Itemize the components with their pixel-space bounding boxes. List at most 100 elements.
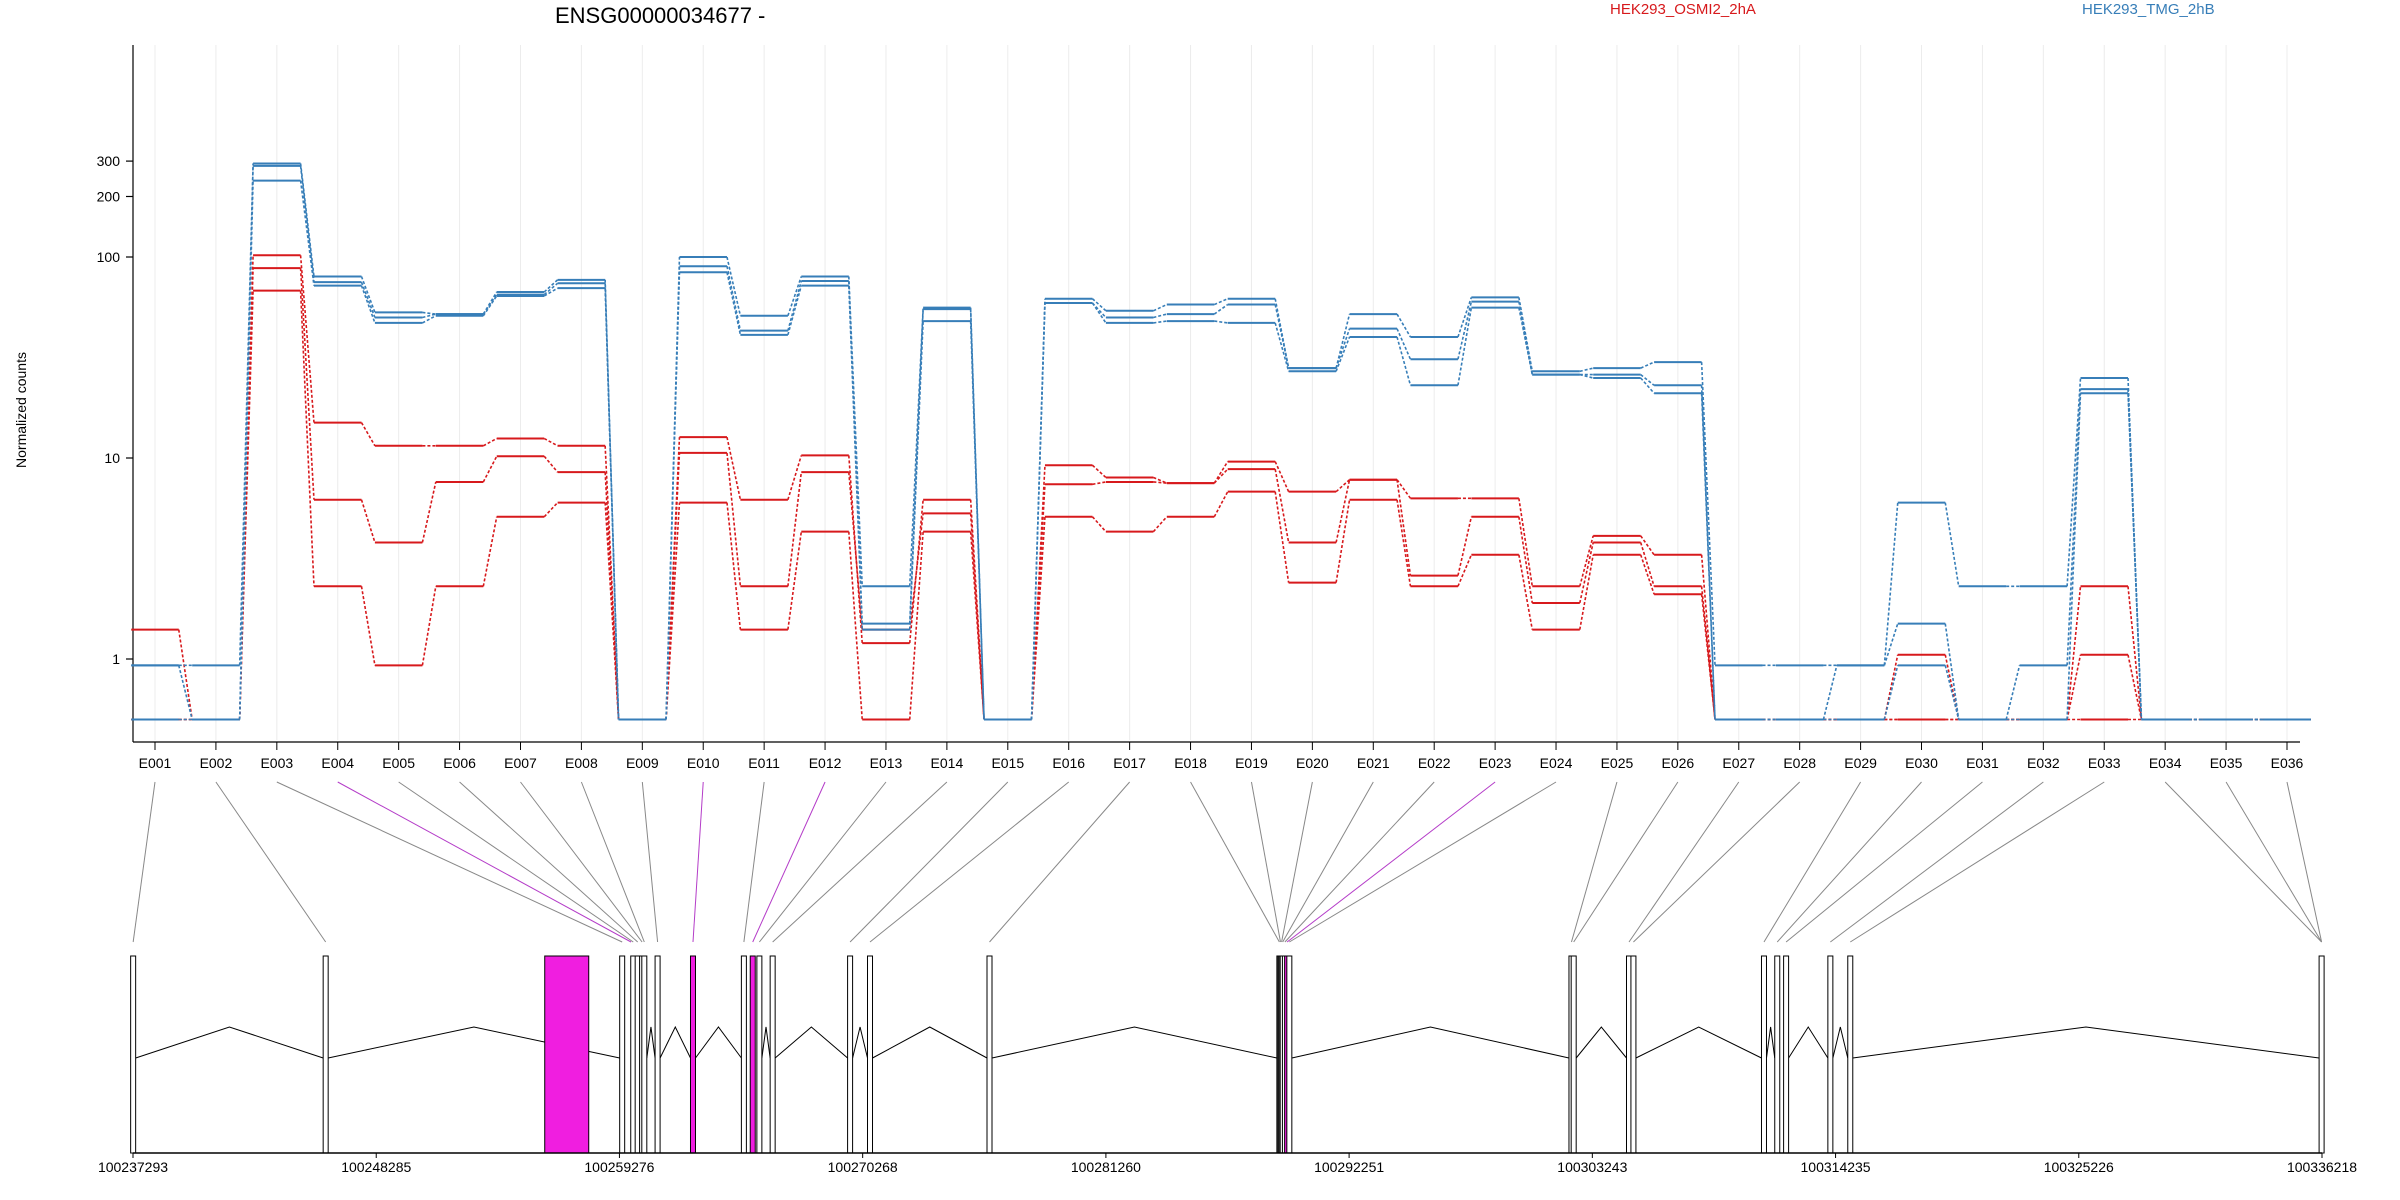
exon-transition-line — [1213, 491, 1229, 518]
exon-label: E020 — [1296, 755, 1329, 771]
intron-line — [872, 1026, 988, 1059]
exon-label: E021 — [1357, 755, 1390, 771]
exon-box — [1847, 955, 1854, 1154]
exon-label: E024 — [1540, 755, 1573, 771]
exon-transition-line — [1030, 484, 1046, 720]
exon-transition-line — [726, 256, 742, 316]
exon-transition-line — [1639, 542, 1655, 587]
exon-label: E034 — [2149, 755, 2182, 771]
exon-connector — [989, 781, 1131, 943]
exon-box — [740, 955, 747, 1154]
exon-label: E002 — [200, 755, 233, 771]
y-tick-label: 100 — [97, 249, 121, 265]
exon-connector — [398, 781, 634, 943]
exon-connector — [758, 781, 887, 943]
exon-box — [1570, 955, 1577, 1154]
genomic-tick-label: 100259276 — [584, 1159, 654, 1175]
genomic-tick-label: 100292251 — [1314, 1159, 1384, 1175]
legend-label-osmi2: HEK293_OSMI2_2hA — [1610, 1, 1756, 18]
exon-label: E001 — [139, 755, 172, 771]
exon-connector — [1776, 781, 1922, 943]
exon-transition-line — [665, 452, 681, 720]
exon-transition-line — [604, 502, 620, 720]
exon-label: E025 — [1601, 755, 1634, 771]
exon-transition-line — [299, 180, 315, 286]
exon-transition-line — [1396, 313, 1412, 338]
exon-transition-line — [1944, 665, 1960, 720]
genomic-tick-label: 100336218 — [2287, 1159, 2357, 1175]
exon-transition-line — [908, 499, 924, 644]
exon-transition-line — [1213, 461, 1229, 484]
exon-transition-line — [543, 455, 559, 473]
exon-transition-line — [543, 502, 559, 518]
intron-line — [1765, 1026, 1776, 1059]
exon-transition-line — [1518, 307, 1534, 375]
exon-transition-line — [1396, 479, 1412, 576]
exon-box — [769, 955, 776, 1154]
alternative-exon-box — [544, 955, 590, 1154]
intron-line — [1291, 1026, 1570, 1059]
intron-line — [1575, 1026, 1627, 1059]
exon-label: E035 — [2210, 755, 2243, 771]
exon-transition-line — [422, 311, 436, 315]
exon-transition-line — [908, 531, 924, 720]
exon-box — [130, 955, 137, 1154]
exon-transition-line — [1883, 623, 1899, 666]
exon-transition-line — [1152, 516, 1168, 533]
exon-label: E032 — [2027, 755, 2060, 771]
exon-transition-line — [1214, 320, 1228, 324]
exon-transition-line — [969, 513, 985, 720]
intron-line — [659, 1025, 691, 1059]
genomic-tick-label: 100314235 — [1801, 1159, 1871, 1175]
exon-transition-line — [2066, 654, 2082, 720]
exon-transition-line — [1640, 535, 1655, 556]
series-lines — [131, 162, 2311, 721]
exon-transition-line — [2066, 389, 2082, 666]
exon-transition-line — [1092, 481, 1107, 486]
intron-line — [646, 1026, 656, 1059]
genomic-tick-label: 100270268 — [828, 1159, 898, 1175]
exon-transition-line — [726, 266, 742, 331]
y-tick-label: 1 — [112, 651, 120, 667]
exon-label: E016 — [1052, 755, 1085, 771]
exon-tick-labels: E001 E002 E003 E004 E005 E006 E007 E008 E009 E010… — [139, 742, 2304, 771]
exon-transition-line — [360, 276, 376, 313]
exon-box — [654, 955, 661, 1154]
exon-transition-line — [1274, 304, 1290, 369]
exon-transition-line — [665, 502, 681, 720]
exon-transition-line — [1700, 594, 1716, 720]
exon-transition-line — [1213, 303, 1229, 315]
exon-transition-line — [2066, 586, 2082, 720]
exon-label: E014 — [931, 755, 964, 771]
exon-transition-line — [482, 437, 498, 447]
exon-connector — [1282, 781, 1374, 943]
exon-connector — [1284, 781, 1435, 943]
exon-label: E013 — [870, 755, 903, 771]
exon-transition-line — [482, 516, 498, 587]
y-axis: 1 10 100 200 300 — [97, 45, 2300, 743]
exon-connector — [276, 781, 623, 943]
exon-transition-line — [1274, 469, 1290, 543]
exon-connector — [337, 781, 632, 943]
exon-transition-line — [1639, 554, 1655, 595]
exon-connector-lines — [132, 781, 2323, 943]
exon-box — [1286, 955, 1293, 1154]
exon-transition-line — [360, 281, 376, 318]
y-tick-label: 300 — [97, 153, 121, 169]
exon-transition-line — [1091, 302, 1107, 324]
exon-transition-line — [1091, 298, 1107, 312]
exon-connector — [1289, 781, 1557, 943]
y-tick-label: 200 — [97, 188, 121, 204]
exon-transition-line — [1274, 298, 1290, 369]
exon-transition-line — [422, 315, 437, 324]
exon-connector — [1286, 781, 1496, 943]
exon-box — [2318, 955, 2325, 1154]
alternative-exon-box — [689, 955, 696, 1154]
intron-line — [761, 1026, 771, 1059]
exon-box — [986, 955, 993, 1154]
alternative-exon-box — [749, 955, 756, 1154]
exon-transition-line — [1518, 554, 1534, 630]
intron-line — [1832, 1026, 1849, 1059]
exon-transition-line — [422, 313, 437, 319]
exon-transition-line — [726, 502, 742, 630]
